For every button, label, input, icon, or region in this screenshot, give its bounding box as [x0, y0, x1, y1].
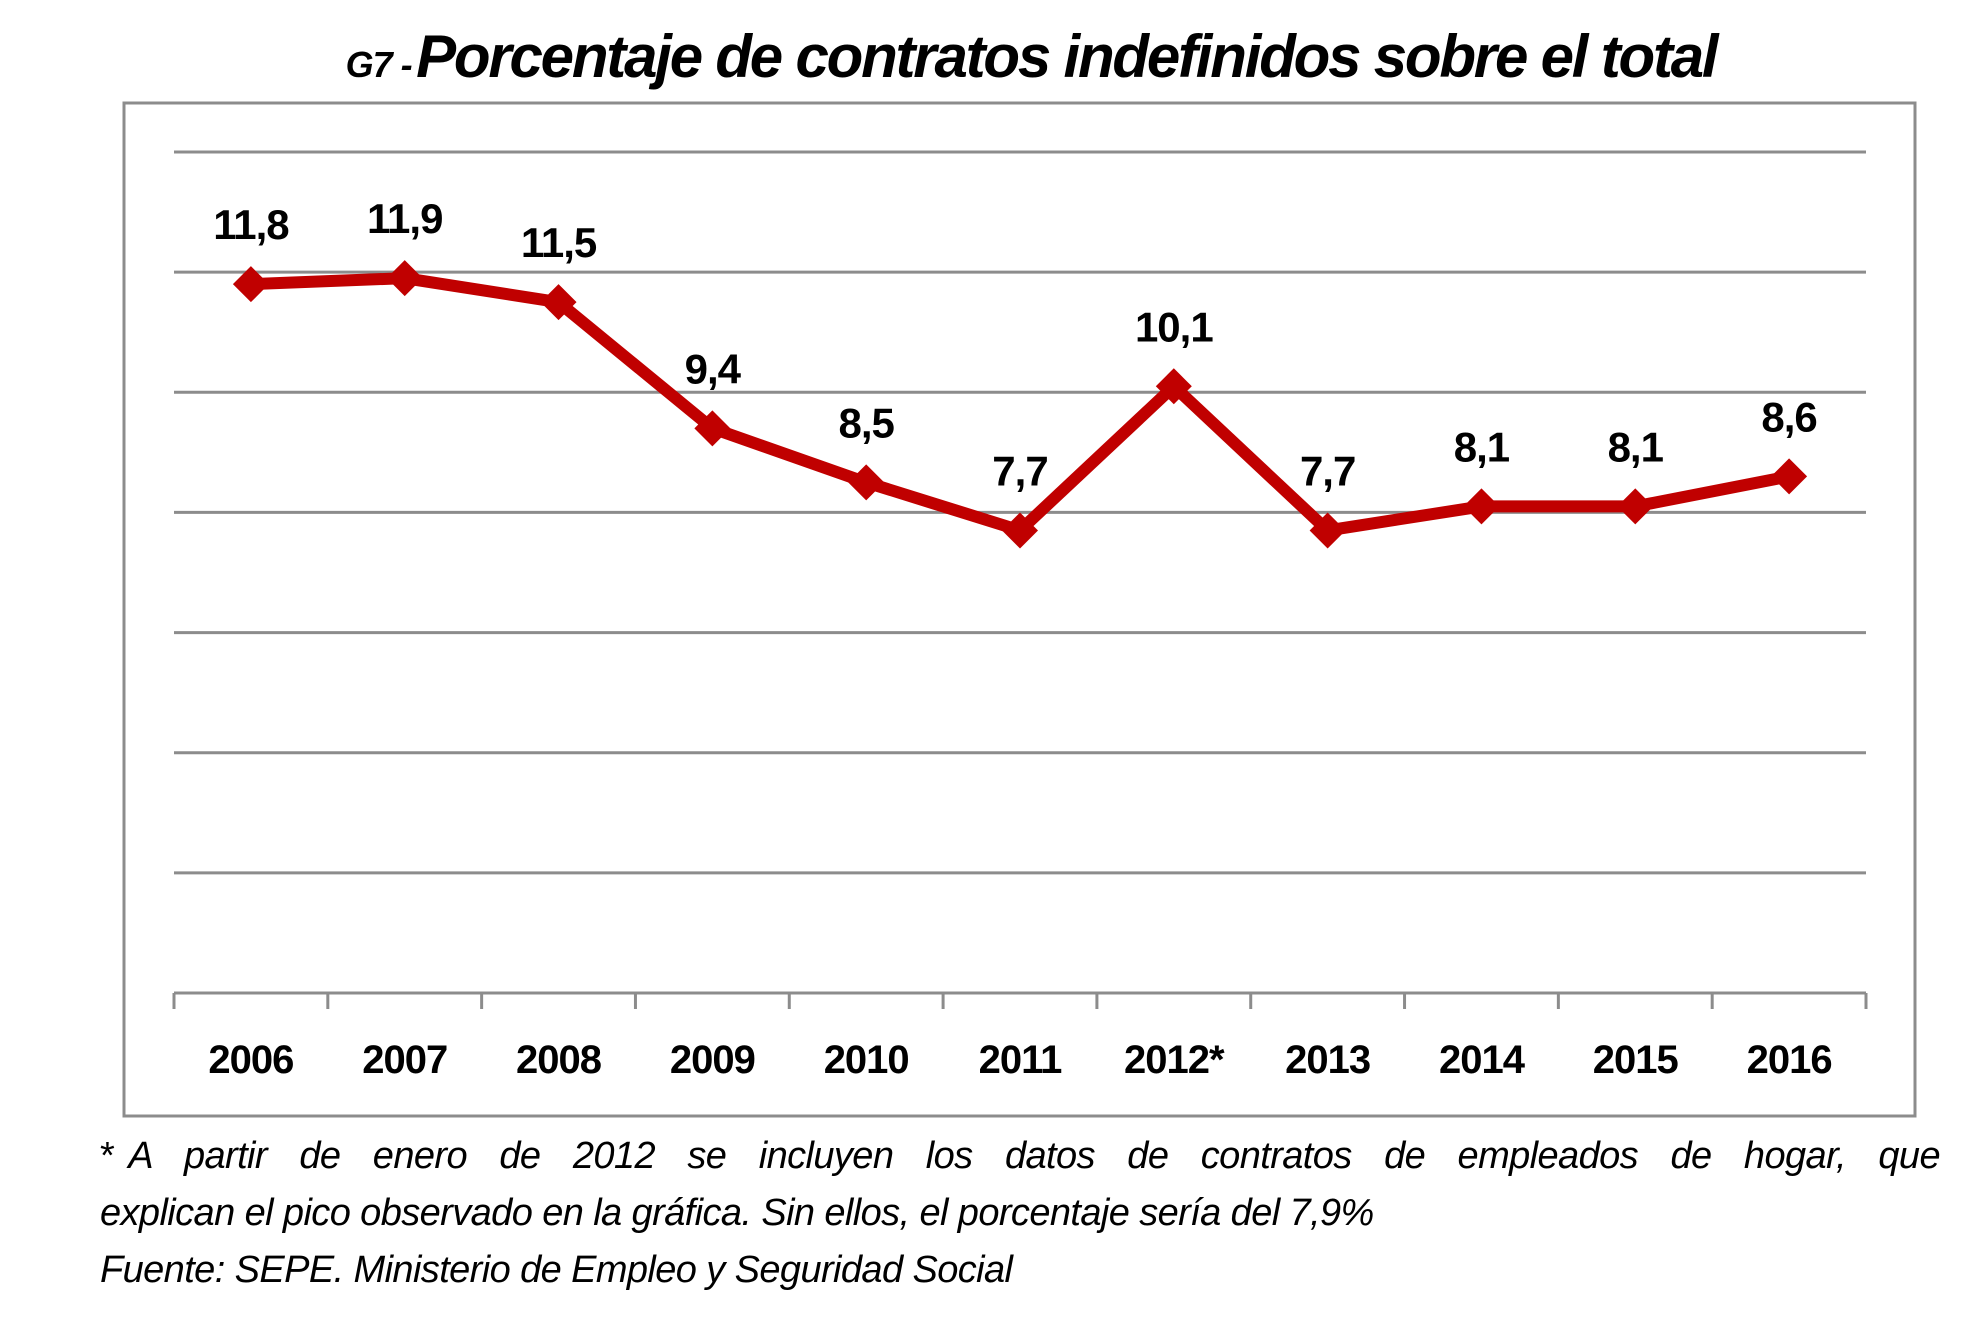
- series-markers: [232, 260, 1808, 549]
- data-label: 8,1: [1454, 423, 1510, 470]
- data-point-marker: [232, 266, 269, 303]
- x-tick-label: 2011: [979, 1038, 1063, 1082]
- x-tick-label: 2014: [1439, 1038, 1526, 1082]
- data-point-marker: [1771, 458, 1808, 495]
- data-point-marker: [1309, 512, 1346, 549]
- gridlines: [174, 150, 1866, 875]
- data-label: 11,5: [521, 219, 597, 266]
- data-label: 8,1: [1608, 423, 1664, 470]
- x-tick-label: 2012*: [1124, 1038, 1225, 1082]
- chart-title-main: Porcentaje de contratos indefinidos sobr…: [416, 23, 1718, 90]
- x-axis-labels: 2006 2007 2008 2009 2010 2011 2012* 2013 2014 201…: [208, 1038, 1832, 1082]
- data-point-marker: [848, 464, 885, 501]
- data-point-marker: [386, 260, 423, 297]
- data-label: 10,1: [1135, 303, 1213, 350]
- footnote-line-1: * A partir de enero de 2012 se incluyen l…: [100, 1128, 1941, 1185]
- data-point-marker: [1002, 512, 1038, 549]
- data-label: 11,8: [213, 201, 289, 248]
- data-label: 8,5: [838, 399, 894, 446]
- x-axis: [172, 991, 1868, 1009]
- x-tick-label: 2007: [362, 1038, 447, 1082]
- data-point-marker: [1155, 368, 1192, 405]
- x-tick-label: 2016: [1747, 1038, 1832, 1082]
- footnote-source: Fuente: SEPE. Ministerio de Empleo y Seg…: [100, 1249, 1013, 1291]
- data-label: 9,4: [685, 345, 742, 392]
- data-point-marker: [1463, 488, 1500, 525]
- data-point-marker: [540, 284, 577, 321]
- chart-title: G7 - Porcentaje de contratos indefinidos…: [0, 22, 1972, 91]
- x-tick-label: 2008: [516, 1038, 602, 1082]
- footnote: * A partir de enero de 2012 se incluyen l…: [100, 1128, 1941, 1299]
- data-point-marker: [1617, 488, 1654, 525]
- data-label: 7,7: [1300, 447, 1355, 494]
- footnote-line-2: explican el pico observado en la gráfica…: [100, 1192, 1374, 1234]
- footnote-text-1: A partir de enero de 2012 se incluyen lo…: [128, 1135, 1940, 1177]
- data-label: 8,6: [1761, 393, 1816, 440]
- x-tick-label: 2015: [1593, 1038, 1679, 1082]
- x-tick-label: 2006: [208, 1038, 293, 1082]
- x-tick-label: 2010: [824, 1038, 909, 1082]
- data-labels: 11,8 11,9 11,5 9,4 8,5 7,7 10,1 7,7 8,1 8,1 8,6: [213, 195, 1818, 494]
- chart-title-prefix: G7 -: [345, 44, 413, 85]
- data-point-marker: [694, 410, 731, 447]
- data-label: 11,9: [367, 195, 442, 242]
- x-tick-label: 2013: [1285, 1038, 1370, 1082]
- footnote-asterisk: *: [100, 1135, 115, 1177]
- chart-frame: [122, 101, 1917, 1118]
- data-label: 7,7: [992, 447, 1047, 494]
- x-tick-label: 2009: [670, 1038, 755, 1082]
